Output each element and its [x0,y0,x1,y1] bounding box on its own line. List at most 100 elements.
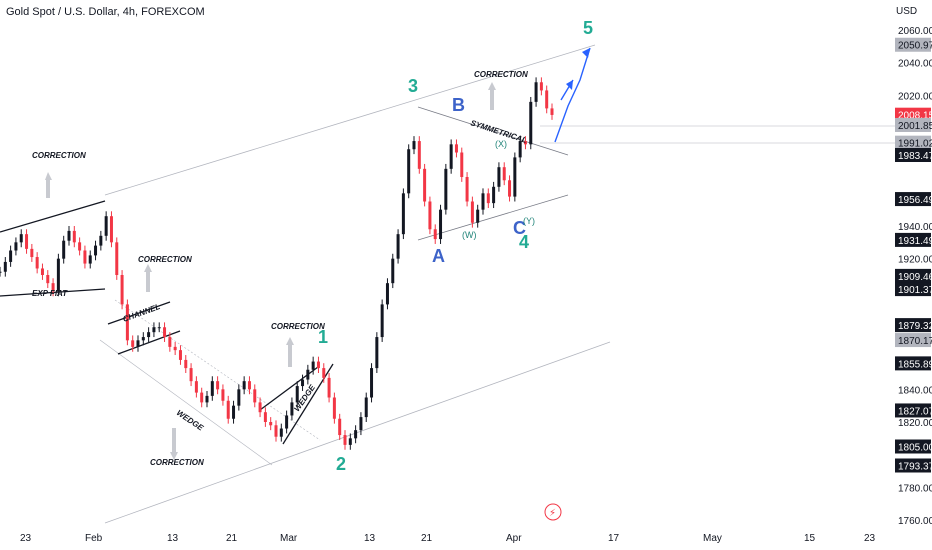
price-candle [226,400,230,419]
price-candle [391,258,395,284]
price-candle [30,248,34,258]
price-candle [417,141,421,169]
price-label: 1793.37 [898,461,932,472]
exp-fiat-bottom-line [0,288,106,297]
price-label-bg [895,403,931,418]
price-candle [269,422,273,426]
price-candle [109,216,113,243]
note-label: WEDGE [175,408,206,433]
currency-label: USD [896,6,918,17]
x-tick-label: 23 [20,533,32,544]
price-label: 1855.89 [898,359,932,370]
price-candle [492,186,496,204]
price-candle [178,350,182,360]
chart-drawings [0,44,932,524]
price-candle [396,234,400,259]
symmetrical-top-line [417,106,569,156]
price-label: 1879.32 [898,321,932,332]
y-tick-label: 2040.00 [898,59,932,70]
price-candle [476,209,480,223]
price-candle [279,428,283,437]
price-candle [263,412,267,422]
price-candle [56,258,60,292]
arrow-up-2-shaft [146,272,150,292]
price-candle [67,230,71,241]
price-label-bg [895,192,931,207]
arrow-up-3 [286,337,294,345]
price-candle [407,149,411,194]
lightning-circle[interactable] [544,503,562,521]
price-candle [19,234,23,243]
price-candle [439,209,443,240]
price-label-bg [895,147,931,162]
sub-wave-label: (W) [462,230,477,240]
price-candle [221,389,225,401]
wedge-lower-line [99,339,273,466]
price-candle [115,242,119,275]
price-candle [46,275,50,284]
projection-arrowhead-lower [566,80,573,90]
price-candle [513,157,517,197]
x-tick-label: 13 [167,533,179,544]
exp-fiat-top-line [0,200,106,233]
price-label: 1901.37 [898,285,932,296]
price-candle [3,261,7,272]
price-label-bg [895,333,931,348]
price-candle [125,304,129,341]
price-label: 1805.00 [898,443,932,454]
note-label: CORRECTION [32,151,86,160]
price-candle [157,327,161,329]
arrow-up-4 [488,82,496,90]
price-candle [359,417,363,431]
y-tick-label: 1940.00 [898,222,932,233]
wave-label: 3 [408,76,418,96]
price-candle [460,152,464,177]
price-candle [216,381,220,390]
wave-label: 2 [336,454,346,474]
y-tick-label: 2060.00 [898,26,932,37]
price-candle [322,368,326,378]
events-marker[interactable]: ⚡ [544,503,562,521]
price-candle [550,108,554,115]
price-candle [194,381,198,393]
x-tick-label: Mar [280,533,298,544]
x-tick-label: 21 [226,533,238,544]
price-label: 2050.97 [898,41,932,52]
price-candle [486,193,490,204]
y-tick-label: 1780.00 [898,483,932,494]
y-tick-label: 2020.00 [898,91,932,102]
note-label: EXP FIAT [32,289,68,298]
price-candle [449,144,453,169]
price-candle [343,435,347,445]
price-candle [290,402,294,416]
sub-wave-label: (Y) [523,216,535,226]
price-label: 2001.85 [898,121,932,132]
price-candle [78,242,82,251]
chart-title: Gold Spot / U.S. Dollar, 4h, FOREXCOM [6,6,205,18]
price-candle [332,397,336,419]
price-candle [72,230,76,243]
sub-wave-label: (X) [495,139,507,149]
price-label-bg [895,37,931,52]
price-candle [316,361,320,369]
price-candle [327,377,331,398]
price-candle [189,368,193,382]
price-candle [529,101,533,145]
arrow-up-4-shaft [490,90,494,110]
price-candle [423,168,427,202]
price-candle [380,304,384,338]
price-candle [104,216,108,236]
axes: 2060.00 2040.00 2020.00 1940.00 1920.00 1840.… [20,26,932,544]
price-candle [412,141,416,150]
price-label: 1827.07 [898,406,932,417]
price-label-bg [895,318,931,333]
price-candle [247,381,251,390]
lightning-icon[interactable]: ⚡ [549,508,556,519]
price-candle [253,389,257,403]
price-candle [338,418,342,436]
price-candle [184,359,188,369]
upper-channel-line [104,44,596,196]
price-candle [99,235,103,246]
